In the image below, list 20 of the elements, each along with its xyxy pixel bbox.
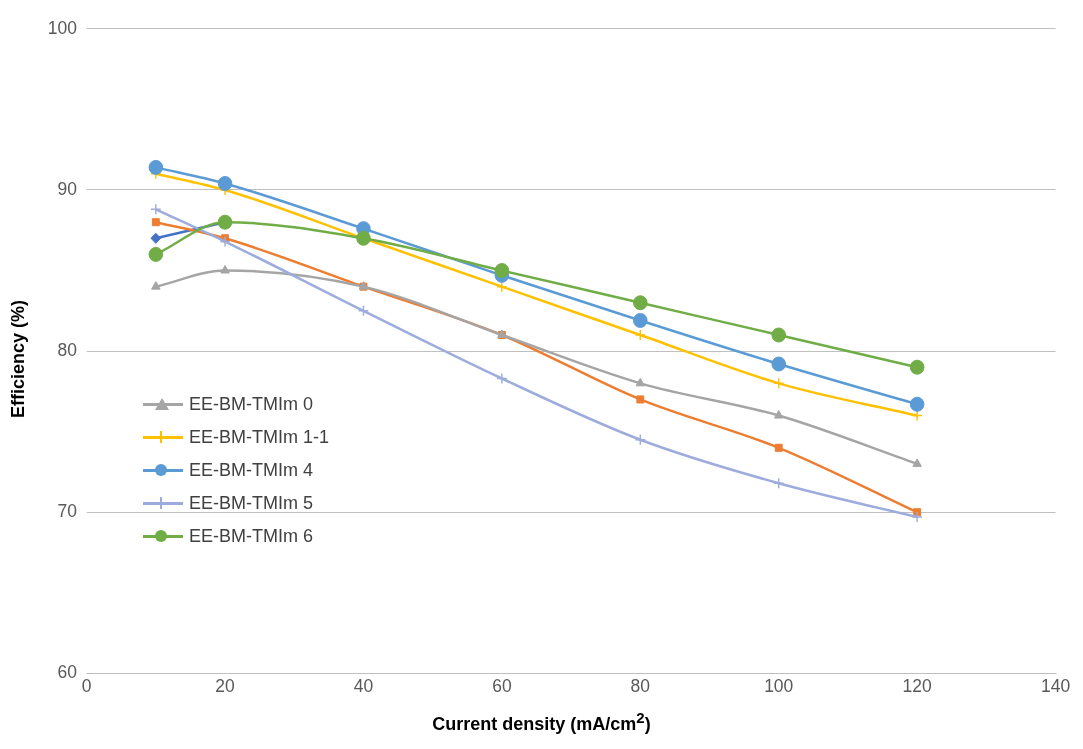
x-tick-label: 120 bbox=[902, 675, 932, 697]
legend-label: EE-BM-TMIm 5 bbox=[189, 493, 313, 514]
x-tick-label: 140 bbox=[1040, 675, 1071, 697]
legend-label: EE-BM-TMIm 1-1 bbox=[189, 427, 330, 448]
x-tick-label: 40 bbox=[353, 675, 374, 697]
x-tick-label: 20 bbox=[215, 675, 235, 697]
y-tick-label: 80 bbox=[57, 339, 78, 361]
y-tick-label: 90 bbox=[57, 178, 78, 199]
legend-label: EE-BM-TMIm 0 bbox=[189, 394, 313, 415]
y-axis-title: Efficiency (%) bbox=[8, 299, 29, 418]
legend-label: EE-BM-TMIm 6 bbox=[189, 526, 313, 547]
y-tick-label: 100 bbox=[47, 17, 78, 38]
legend-label: EE-BM-TMIm 4 bbox=[189, 460, 313, 481]
x-tick-label: 80 bbox=[630, 675, 651, 697]
y-tick-label: 60 bbox=[57, 662, 78, 683]
x-tick-label: 0 bbox=[81, 675, 92, 697]
x-tick-label: 60 bbox=[492, 675, 512, 697]
x-axis-title: Current density (mA/cm$^{2}$) bbox=[431, 709, 652, 735]
x-tick-label: 100 bbox=[764, 675, 794, 697]
y-tick-label: 70 bbox=[57, 500, 78, 522]
